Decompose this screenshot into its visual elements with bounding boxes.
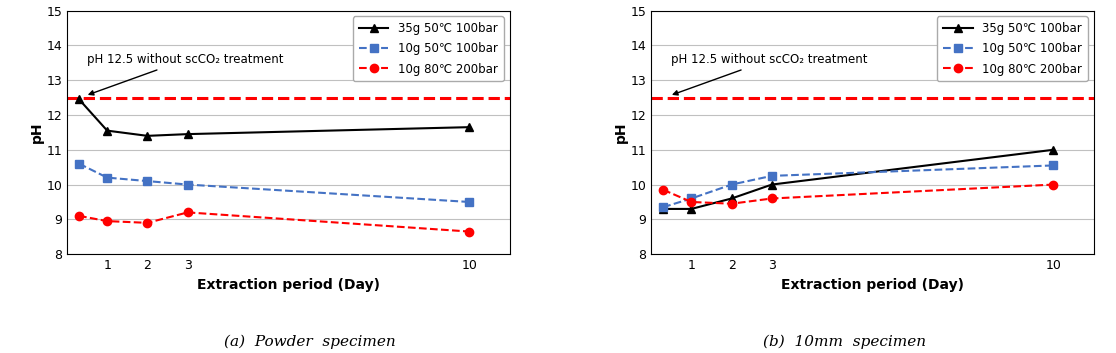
10g 80℃ 200bar bbox=[100, 219, 114, 223]
10g 80℃ 200bar bbox=[73, 214, 86, 218]
X-axis label: Extraction period (Day): Extraction period (Day) bbox=[781, 277, 964, 292]
35g 50℃ 100bar bbox=[463, 125, 477, 129]
35g 50℃ 100bar bbox=[766, 183, 779, 187]
10g 50℃ 100bar bbox=[684, 196, 698, 201]
10g 80℃ 200bar bbox=[141, 221, 154, 225]
10g 50℃ 100bar bbox=[73, 162, 86, 166]
10g 50℃ 100bar bbox=[141, 179, 154, 183]
35g 50℃ 100bar bbox=[656, 207, 670, 211]
35g 50℃ 100bar bbox=[73, 97, 86, 101]
X-axis label: Extraction period (Day): Extraction period (Day) bbox=[196, 277, 379, 292]
10g 80℃ 200bar bbox=[656, 188, 670, 192]
10g 80℃ 200bar bbox=[766, 196, 779, 201]
Line: 10g 80℃ 200bar: 10g 80℃ 200bar bbox=[75, 208, 473, 236]
10g 80℃ 200bar bbox=[181, 210, 194, 215]
Line: 10g 50℃ 100bar: 10g 50℃ 100bar bbox=[660, 161, 1058, 211]
35g 50℃ 100bar bbox=[100, 128, 114, 133]
10g 80℃ 200bar bbox=[463, 229, 477, 234]
Legend: 35g 50℃ 100bar, 10g 50℃ 100bar, 10g 80℃ 200bar: 35g 50℃ 100bar, 10g 50℃ 100bar, 10g 80℃ … bbox=[937, 17, 1088, 82]
10g 50℃ 100bar bbox=[1047, 163, 1060, 168]
Line: 10g 80℃ 200bar: 10g 80℃ 200bar bbox=[660, 180, 1058, 208]
Line: 35g 50℃ 100bar: 35g 50℃ 100bar bbox=[75, 95, 473, 140]
Line: 10g 50℃ 100bar: 10g 50℃ 100bar bbox=[75, 160, 473, 206]
35g 50℃ 100bar bbox=[1047, 148, 1060, 152]
Line: 35g 50℃ 100bar: 35g 50℃ 100bar bbox=[660, 145, 1058, 213]
Text: (a)  Powder  specimen: (a) Powder specimen bbox=[224, 335, 396, 349]
10g 50℃ 100bar bbox=[656, 205, 670, 209]
Text: (b)  10mm  specimen: (b) 10mm specimen bbox=[763, 335, 926, 349]
10g 80℃ 200bar bbox=[1047, 183, 1060, 187]
10g 50℃ 100bar bbox=[725, 183, 739, 187]
10g 80℃ 200bar bbox=[684, 200, 698, 204]
Legend: 35g 50℃ 100bar, 10g 50℃ 100bar, 10g 80℃ 200bar: 35g 50℃ 100bar, 10g 50℃ 100bar, 10g 80℃ … bbox=[353, 17, 503, 82]
Text: pH 12.5 without scCO₂ treatment: pH 12.5 without scCO₂ treatment bbox=[671, 53, 868, 95]
10g 80℃ 200bar bbox=[725, 202, 739, 206]
10g 50℃ 100bar bbox=[100, 175, 114, 180]
35g 50℃ 100bar bbox=[725, 196, 739, 201]
35g 50℃ 100bar bbox=[141, 134, 154, 138]
Text: pH 12.5 without scCO₂ treatment: pH 12.5 without scCO₂ treatment bbox=[87, 53, 283, 95]
10g 50℃ 100bar bbox=[766, 174, 779, 178]
10g 50℃ 100bar bbox=[463, 200, 477, 204]
35g 50℃ 100bar bbox=[181, 132, 194, 136]
35g 50℃ 100bar bbox=[684, 207, 698, 211]
Y-axis label: pH: pH bbox=[614, 122, 627, 143]
10g 50℃ 100bar bbox=[181, 183, 194, 187]
Y-axis label: pH: pH bbox=[29, 122, 44, 143]
